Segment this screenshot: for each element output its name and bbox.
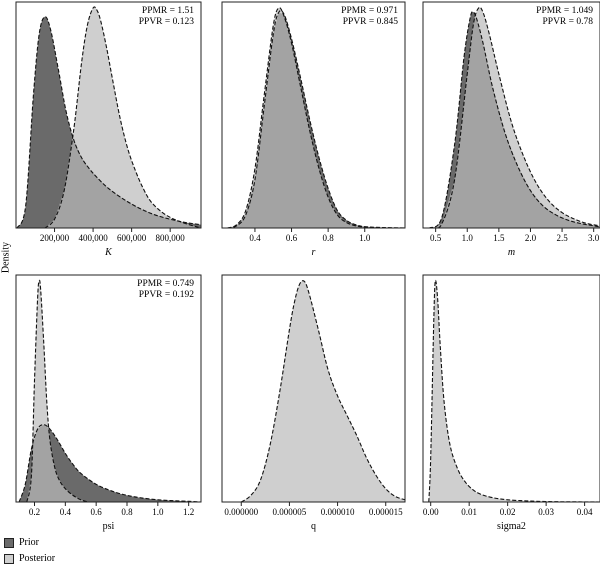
stat-annotation-m: PPVR = 0.78	[543, 17, 594, 27]
density-overlap-r	[227, 12, 405, 228]
panel-frame-K	[15, 1, 202, 229]
panel-frame-sigma2	[422, 274, 600, 503]
x-tick-label-m: 3.0	[588, 233, 600, 243]
x-tick-label-m: 1.0	[462, 233, 474, 243]
density-line-prior-psi	[18, 424, 201, 502]
density-line-prior-m	[428, 11, 600, 228]
x-tick-label-psi: 0.2	[29, 507, 40, 517]
stat-annotation-K: PPMR = 1.51	[142, 6, 194, 16]
x-tick-label-r: 0.4	[249, 233, 261, 243]
x-tick-label-r: 0.8	[323, 233, 335, 243]
x-tick-label-q: 0.000000	[224, 507, 258, 517]
plot-area-psi	[18, 279, 201, 502]
density-area-prior-psi	[19, 424, 201, 502]
x-tick-label-sigma2: 0.03	[538, 507, 554, 517]
plot-area-sigma2	[428, 279, 600, 502]
x-tick-label-q: 0.000005	[273, 507, 307, 517]
density-line-posterior-m	[432, 6, 600, 228]
x-tick-label-sigma2: 0.01	[461, 507, 477, 517]
density-overlap-K	[44, 137, 201, 228]
x-tick-label-psi: 0.6	[91, 507, 103, 517]
legend: Prior Posterior	[4, 536, 55, 568]
y-axis-label: Density	[0, 241, 12, 274]
x-tick-label-K: 200,000	[40, 233, 70, 243]
legend-label-prior: Prior	[19, 537, 39, 548]
density-overlap-m	[432, 17, 600, 228]
x-tick-label-sigma2: 0.04	[577, 507, 593, 517]
panel-frame-r	[221, 1, 406, 229]
stat-annotation-m: PPMR = 1.049	[536, 6, 593, 16]
density-area-prior-K	[16, 16, 201, 228]
legend-item-prior: Prior	[4, 536, 55, 549]
density-line-posterior-r	[227, 7, 405, 228]
x-axis-label-sigma2: sigma2	[497, 521, 526, 532]
x-axis-label-psi: psi	[103, 521, 115, 532]
x-tick-label-sigma2: 0.00	[423, 507, 439, 517]
density-area-posterior-sigma2	[428, 280, 600, 502]
legend-swatch-prior	[4, 537, 14, 548]
x-tick-label-K: 400,000	[78, 233, 108, 243]
x-tick-label-r: 1.0	[359, 233, 371, 243]
plot-area-K	[16, 6, 201, 228]
x-tick-label-psi: 0.4	[60, 507, 72, 517]
panel-frame-psi	[15, 274, 202, 503]
x-tick-label-q: 0.000010	[321, 507, 355, 517]
x-axis-label-r: r	[312, 247, 316, 258]
stat-annotation-r: PPVR = 0.845	[343, 17, 398, 27]
density-line-prior-K	[16, 16, 201, 228]
x-tick-label-psi: 1.2	[183, 507, 194, 517]
density-area-posterior-q	[241, 280, 405, 502]
panel-K: 200,000 400,000 600,000 800,000 K PPMR = 1.51…	[15, 1, 202, 258]
panel-frame-q	[221, 274, 406, 503]
density-overlap-psi	[26, 424, 89, 502]
x-axis-label-q: q	[311, 521, 316, 532]
x-tick-label-m: 2.0	[525, 233, 537, 243]
x-tick-label-m: 1.5	[493, 233, 505, 243]
plot-area-m	[428, 6, 600, 228]
stat-annotation-psi: PPVR = 0.192	[139, 290, 194, 300]
x-tick-label-q: 0.000015	[369, 507, 403, 517]
x-tick-label-m: 2.5	[556, 233, 568, 243]
x-axis-label-m: m	[508, 247, 515, 258]
x-tick-label-r: 0.6	[286, 233, 298, 243]
density-line-prior-r	[227, 9, 405, 228]
x-tick-label-sigma2: 0.02	[500, 507, 516, 517]
panel-q: 0.000000 0.000005 0.000010 0.000015 q	[221, 274, 406, 532]
x-axis-label-K: K	[104, 247, 113, 258]
density-line-posterior-psi	[26, 279, 89, 502]
plot-area-r	[227, 7, 405, 228]
panel-sigma2: 0.00 0.01 0.02 0.03 0.04 sigma2	[422, 274, 600, 532]
x-tick-label-psi: 1.0	[152, 507, 164, 517]
stat-annotation-r: PPMR = 0.971	[341, 6, 398, 16]
x-tick-label-K: 800,000	[156, 233, 186, 243]
x-tick-label-psi: 0.8	[121, 507, 133, 517]
stat-annotation-psi: PPMR = 0.749	[137, 279, 194, 289]
x-tick-label-m: 0.5	[430, 233, 442, 243]
density-line-posterior-q	[240, 280, 405, 502]
x-tick-label-K: 600,000	[117, 233, 147, 243]
panel-frame-m	[422, 1, 600, 229]
plot-area-q	[240, 280, 405, 502]
stat-annotation-K: PPVR = 0.123	[139, 17, 194, 27]
